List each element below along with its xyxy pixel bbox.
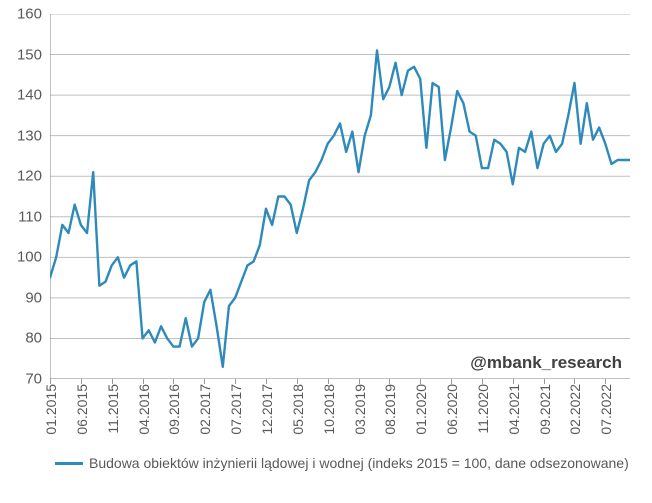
chart-container: 70 80 90 100 110 120 130 140 150 160 @mbank_resea… [0, 0, 652, 503]
x-tick-label: 06.2020 [444, 384, 460, 435]
x-axis: 01.201506.201511.201504.201609.201602.20… [50, 382, 630, 452]
y-tick-label: 130 [17, 127, 42, 144]
y-tick-label: 70 [25, 371, 42, 388]
y-tick-label: 140 [17, 87, 42, 104]
y-tick-label: 90 [25, 289, 42, 306]
x-tick-label: 12.2017 [259, 384, 275, 435]
x-tick-label: 08.2019 [382, 384, 398, 435]
x-tick-label: 01.2020 [413, 384, 429, 435]
x-tick-label: 01.2015 [43, 384, 59, 435]
x-tick-label: 06.2015 [74, 384, 90, 435]
legend: Budowa obiektów inżynierii lądowej i wod… [55, 455, 635, 473]
legend-line-swatch [55, 462, 83, 465]
y-tick-label: 100 [17, 249, 42, 266]
y-tick-label: 110 [18, 208, 42, 225]
y-tick-label: 80 [25, 330, 42, 347]
x-tick-label: 07.2022 [598, 384, 614, 435]
x-tick-label: 07.2017 [228, 384, 244, 435]
x-tick-label: 10.2018 [321, 384, 337, 435]
x-tick-label: 11.2015 [105, 384, 121, 434]
y-tick-label: 160 [17, 6, 42, 23]
line-chart-svg [50, 14, 630, 379]
y-axis: 708090100110120130140150160 [0, 14, 48, 379]
x-tick-label: 09.2021 [537, 384, 553, 435]
x-tick-label: 11.2020 [475, 384, 491, 434]
x-tick-label: 09.2016 [166, 384, 182, 435]
y-tick-label: 150 [17, 46, 42, 63]
x-tick-label: 02.2017 [197, 384, 213, 435]
x-tick-label: 04.2016 [136, 384, 152, 435]
x-tick-label: 05.2018 [290, 384, 306, 435]
plot-area: @mbank_research [50, 14, 630, 379]
legend-label: Budowa obiektów inżynierii lądowej i wod… [89, 455, 629, 473]
x-tick-label: 03.2019 [352, 384, 368, 435]
y-tick-label: 120 [17, 168, 42, 185]
x-tick-label: 02.2022 [567, 384, 583, 435]
x-tick-label: 04.2021 [506, 384, 522, 435]
